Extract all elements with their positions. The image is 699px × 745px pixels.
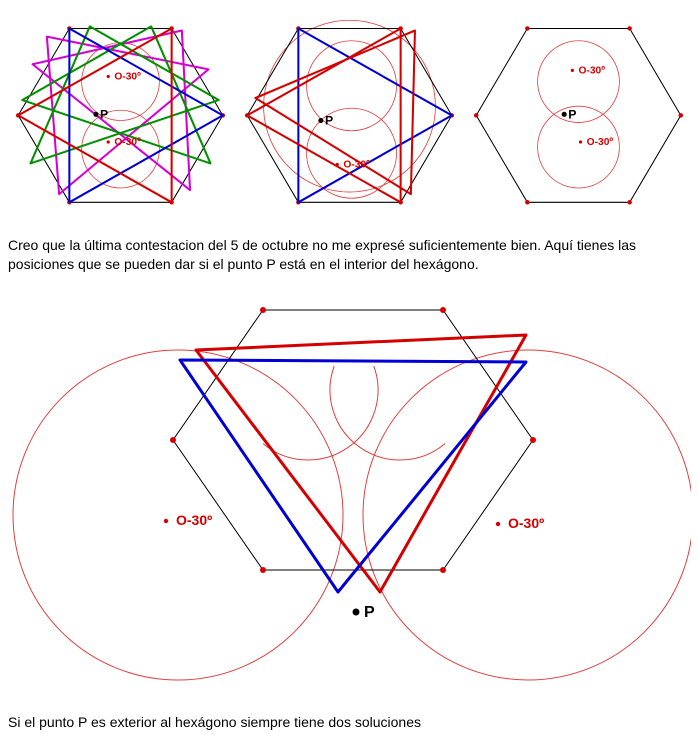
bottom-figure: P O-30º O-30º (8, 280, 691, 705)
hex-vertex-dot (679, 113, 683, 117)
hexagon (247, 28, 452, 202)
label-angle-minus: O-30º (176, 512, 212, 528)
hex-vertex-dot (440, 307, 446, 313)
top-row: P O-30º O-30º P O-30º P O-30º O-30º (8, 8, 691, 228)
hex-vertex-dot (525, 200, 529, 204)
inner-arc (330, 366, 445, 460)
lobe-circle (538, 41, 620, 123)
lobe-circle (307, 41, 397, 131)
panel-2: P O-30º (237, 8, 462, 228)
hex-vertex-dot (627, 200, 631, 204)
hex-vertex-dot (525, 26, 529, 30)
point-marker (164, 518, 168, 522)
inscribed-triangle (247, 28, 400, 202)
point-marker (107, 140, 110, 143)
point-marker (336, 163, 339, 166)
label-P: P (568, 107, 576, 121)
hex-vertex-dot (170, 437, 176, 443)
hex-vertex-dot (474, 113, 478, 117)
point-marker (353, 608, 360, 615)
lobe-circle (82, 110, 160, 188)
label-angle-plus: O-30º (114, 137, 141, 148)
hexagon (476, 28, 681, 202)
label-angle-plus: O-30º (587, 137, 614, 148)
label-angle-minus: O-30º (579, 65, 606, 76)
hex-vertex-dot (260, 567, 266, 573)
hex-vertex-dot (627, 26, 631, 30)
panel-1: P O-30º O-30º (8, 8, 233, 228)
point-marker (496, 521, 500, 525)
hex-vertex-dot (260, 307, 266, 313)
point-marker (318, 118, 323, 123)
hex-vertex-dot (530, 437, 536, 443)
label-angle-plus: O-30º (343, 160, 370, 171)
caption-1: Creo que la última contestacion del 5 de… (8, 236, 691, 274)
point-marker (562, 112, 567, 117)
point-marker (107, 75, 110, 78)
inscribed-triangle (298, 28, 451, 202)
inscribed-triangle (196, 335, 526, 592)
panel-3: P O-30º O-30º (466, 8, 691, 228)
hex-vertex-dot (440, 567, 446, 573)
point-marker (571, 69, 574, 72)
label-angle-minus: O-30º (114, 72, 141, 83)
point-marker (579, 140, 582, 143)
label-angle-plus: O-30º (508, 515, 544, 531)
caption-2: Si el punto P es exterior al hexágono si… (8, 713, 691, 732)
point-marker (93, 112, 98, 117)
label-P: P (100, 107, 108, 121)
label-P: P (325, 114, 333, 128)
inner-arc (263, 366, 378, 460)
label-P: P (364, 604, 375, 621)
